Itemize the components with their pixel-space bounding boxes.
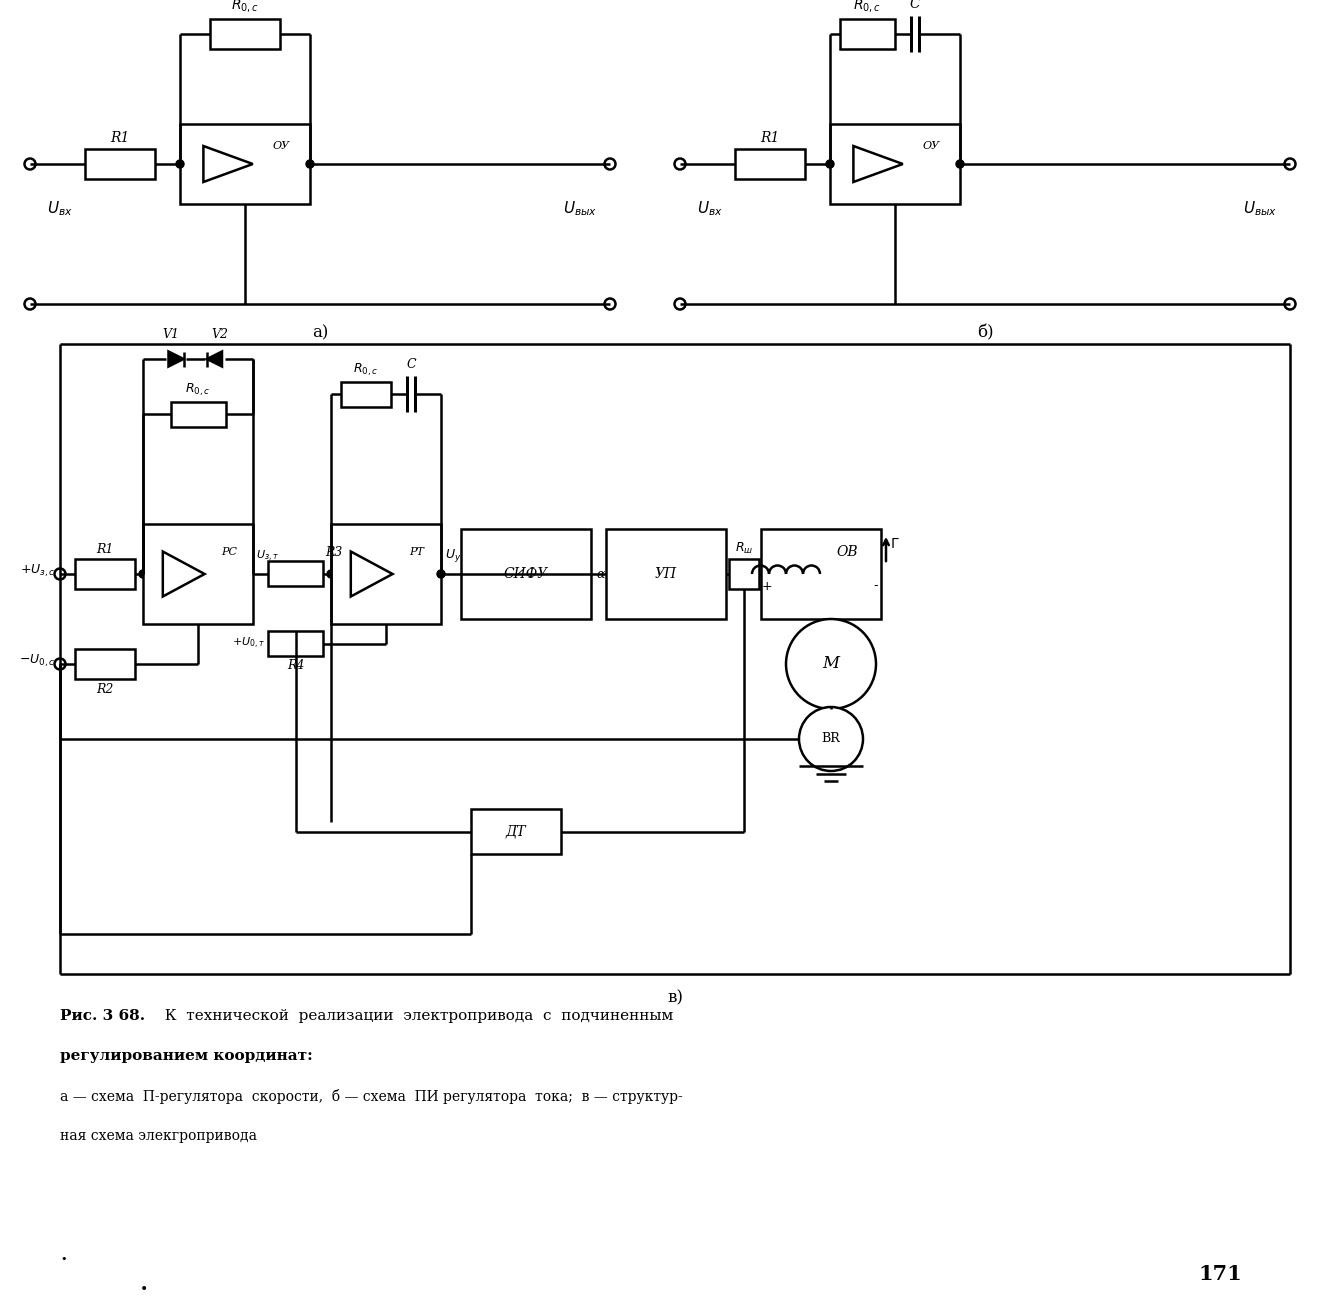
Circle shape xyxy=(956,160,964,168)
Text: $U_{вх}$: $U_{вх}$ xyxy=(697,198,723,218)
Bar xyxy=(75,649,135,679)
Text: $R_{0,c}$: $R_{0,c}$ xyxy=(231,0,259,14)
Text: М: М xyxy=(822,656,840,673)
Text: ОВ: ОВ xyxy=(837,544,858,558)
Circle shape xyxy=(675,298,685,310)
Bar xyxy=(210,18,280,49)
Bar xyxy=(729,558,759,589)
Bar xyxy=(331,524,441,624)
Bar xyxy=(461,530,591,619)
Bar xyxy=(84,148,154,179)
Circle shape xyxy=(25,159,36,170)
Circle shape xyxy=(1284,159,1295,170)
Text: $R_{0,c}$: $R_{0,c}$ xyxy=(354,363,379,378)
Text: $U_{вых}$: $U_{вых}$ xyxy=(562,198,597,218)
Circle shape xyxy=(327,570,335,578)
Text: $-U_{0,с}$: $-U_{0,с}$ xyxy=(18,653,55,669)
Text: R4: R4 xyxy=(286,660,304,671)
Text: $+U_{0,т}$: $+U_{0,т}$ xyxy=(232,636,265,650)
Bar xyxy=(471,809,561,854)
Text: 171: 171 xyxy=(1199,1264,1242,1284)
Circle shape xyxy=(799,707,863,771)
Bar xyxy=(606,530,726,619)
Bar xyxy=(170,402,226,427)
Circle shape xyxy=(25,298,36,310)
Text: $U_{вх}$: $U_{вх}$ xyxy=(48,198,73,218)
Circle shape xyxy=(306,160,314,168)
Bar xyxy=(341,381,391,406)
Text: К  технической  реализации  электропривода  с  подчиненным: К технической реализации электропривода … xyxy=(154,1009,673,1024)
Text: Рис. 3 68.: Рис. 3 68. xyxy=(59,1009,145,1024)
Text: регулированием координат:: регулированием координат: xyxy=(59,1049,313,1063)
Circle shape xyxy=(176,160,183,168)
Text: R3: R3 xyxy=(325,547,342,558)
Text: УП: УП xyxy=(655,568,677,581)
Bar xyxy=(735,148,805,179)
Text: РС: РС xyxy=(220,547,236,557)
Bar xyxy=(180,124,310,204)
Text: $U_{вых}$: $U_{вых}$ xyxy=(1243,198,1278,218)
Text: $U_у$: $U_у$ xyxy=(445,547,462,564)
Text: ная схема элекгропривода: ная схема элекгропривода xyxy=(59,1129,257,1143)
Text: $R_ш$: $R_ш$ xyxy=(735,541,754,556)
Circle shape xyxy=(605,298,615,310)
Text: V1: V1 xyxy=(162,328,180,342)
Text: •: • xyxy=(140,1282,148,1296)
Text: ОУ: ОУ xyxy=(923,142,940,151)
Text: РТ: РТ xyxy=(409,547,424,557)
Circle shape xyxy=(1284,298,1295,310)
Text: R1: R1 xyxy=(760,131,780,145)
Text: а — схема  П-регулятора  скорости,  б — схема  ПИ регулятора  тока;  в — структу: а — схема П-регулятора скорости, б — схе… xyxy=(59,1089,682,1104)
Bar xyxy=(143,524,253,624)
Text: СИФУ: СИФУ xyxy=(504,568,548,581)
Circle shape xyxy=(605,159,615,170)
Text: $\Gamma$: $\Gamma$ xyxy=(890,537,900,551)
Text: α: α xyxy=(597,568,605,581)
Text: $R_{0,c}$: $R_{0,c}$ xyxy=(185,382,211,398)
Circle shape xyxy=(437,570,445,578)
Circle shape xyxy=(139,570,147,578)
Circle shape xyxy=(826,160,834,168)
Text: R2: R2 xyxy=(96,683,114,696)
Text: в): в) xyxy=(667,989,682,1007)
Polygon shape xyxy=(169,352,183,367)
Text: +: + xyxy=(762,579,772,593)
Circle shape xyxy=(54,569,66,579)
Text: V2: V2 xyxy=(211,328,228,342)
Bar xyxy=(75,558,135,589)
Text: $R_{0,c}$: $R_{0,c}$ xyxy=(854,0,882,14)
Polygon shape xyxy=(207,352,222,367)
Text: б): б) xyxy=(977,325,994,342)
Text: R1: R1 xyxy=(111,131,129,145)
Text: $U_{з,т}$: $U_{з,т}$ xyxy=(256,549,279,564)
Bar xyxy=(830,124,960,204)
Bar xyxy=(268,631,323,656)
Text: C: C xyxy=(407,357,416,371)
Text: C: C xyxy=(909,0,920,11)
Text: •: • xyxy=(59,1254,66,1264)
Text: ДТ: ДТ xyxy=(506,824,527,838)
Circle shape xyxy=(785,619,876,710)
Text: BR: BR xyxy=(821,732,841,745)
Circle shape xyxy=(54,658,66,670)
Text: -: - xyxy=(874,579,878,593)
Text: а): а) xyxy=(312,325,329,342)
Text: $+U_{з,с}$: $+U_{з,с}$ xyxy=(20,562,55,579)
Text: ОУ: ОУ xyxy=(273,142,290,151)
Bar xyxy=(268,561,323,586)
Bar xyxy=(762,530,880,619)
Bar xyxy=(840,18,895,49)
Circle shape xyxy=(675,159,685,170)
Text: R1: R1 xyxy=(96,543,114,556)
